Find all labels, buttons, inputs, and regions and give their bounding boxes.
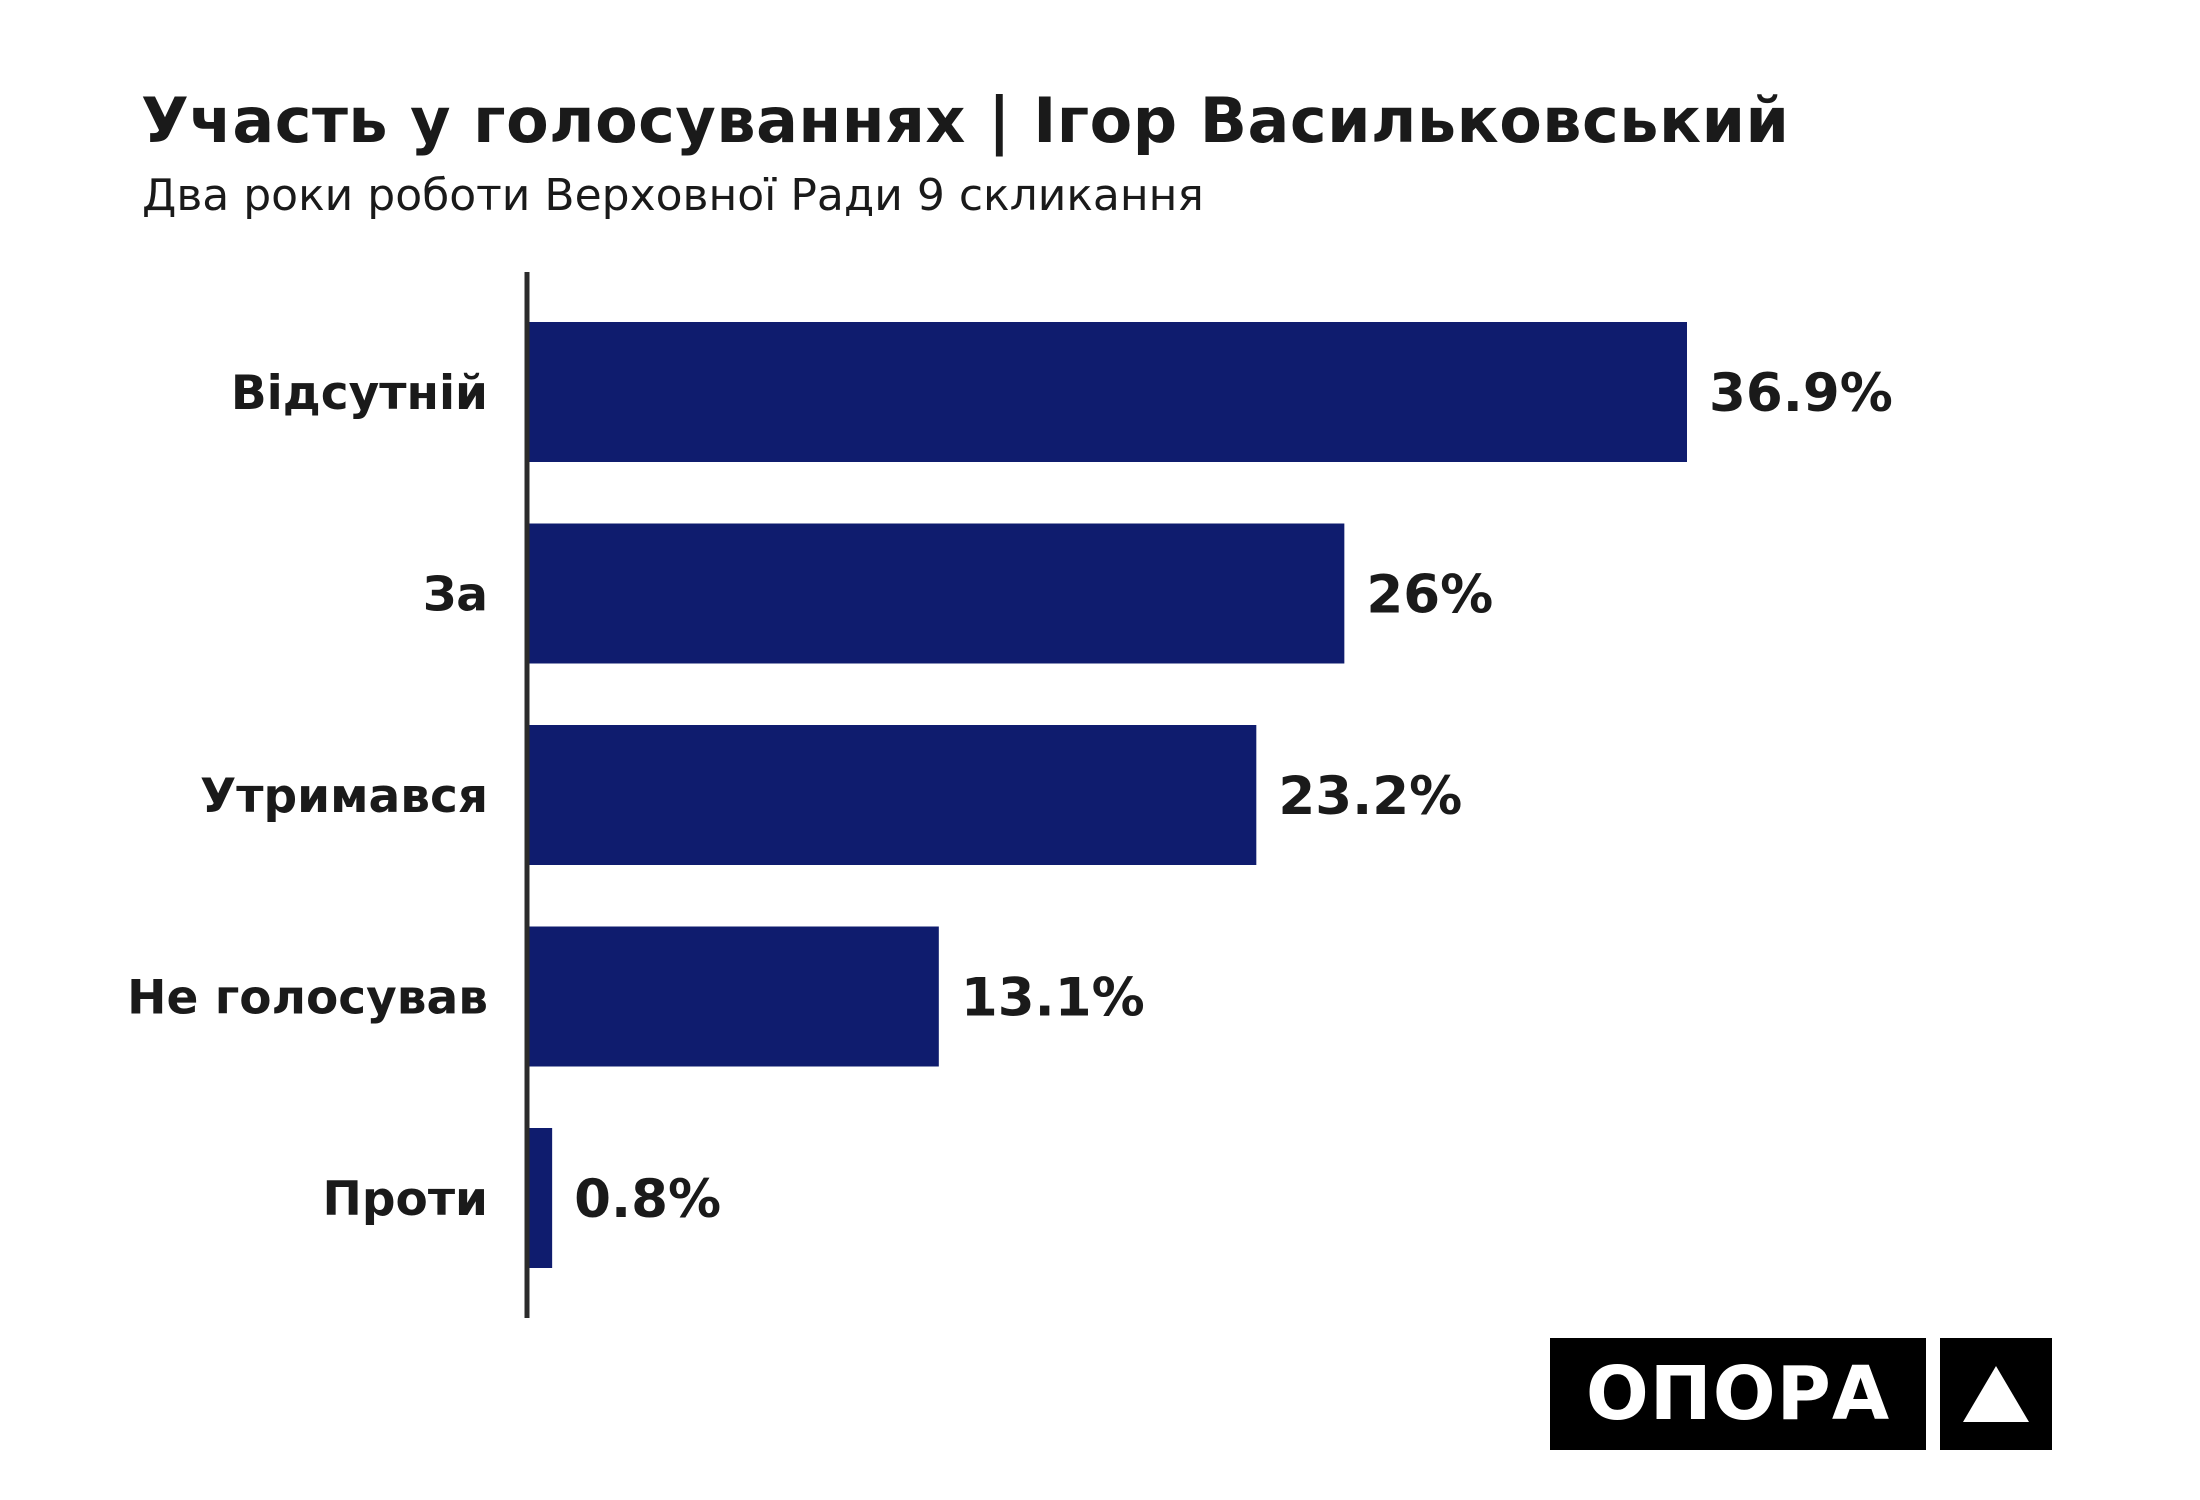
- value-label-5: 0.8%: [574, 1169, 721, 1230]
- category-label-1: Відсутній: [231, 366, 488, 421]
- value-label-1: 36.9%: [1709, 363, 1893, 424]
- category-label-5: Проти: [323, 1172, 488, 1227]
- opora-logo-mark: [1940, 1338, 2052, 1450]
- category-label-2: За: [423, 568, 488, 623]
- chart-title: Участь у голосуваннях | Ігор Васильковсь…: [141, 84, 1790, 157]
- value-label-2: 26%: [1366, 565, 1493, 626]
- bar-4: [527, 926, 939, 1067]
- value-label-4: 13.1%: [961, 968, 1145, 1029]
- triangle-icon: [1963, 1366, 2029, 1422]
- category-label-4: Не голосував: [127, 971, 488, 1026]
- bar-5: [527, 1128, 553, 1268]
- opora-logo: ОПОРА: [1550, 1338, 1926, 1450]
- chart-subtitle: Два роки роботи Верховної Ради 9 скликан…: [142, 170, 1204, 221]
- bar-3: [527, 725, 1257, 865]
- bar-1: [527, 322, 1687, 462]
- bar-2: [527, 523, 1345, 664]
- value-label-3: 23.2%: [1278, 766, 1462, 827]
- category-label-3: Утримався: [200, 769, 488, 824]
